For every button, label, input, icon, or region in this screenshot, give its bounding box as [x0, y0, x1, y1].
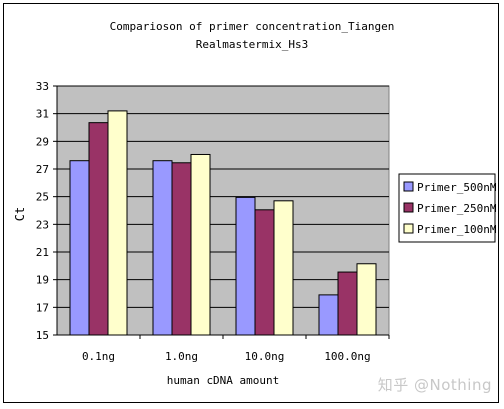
x-axis-label: human cDNA amount — [167, 374, 280, 387]
bar-primer-500nm-100-0ng — [318, 294, 339, 336]
legend-label-primer-100nm: Primer_100nM — [417, 223, 497, 236]
y-tick-label: 17 — [36, 301, 49, 314]
y-axis-label: Ct — [13, 207, 27, 221]
y-tick-label: 21 — [36, 246, 49, 259]
x-tick-label: 0.1ng — [82, 350, 115, 363]
y-tick-label: 29 — [36, 135, 49, 148]
y-tick-label: 19 — [36, 274, 49, 287]
chart-title-line-2: Realmastermix_Hs3 — [196, 38, 309, 51]
y-tick-label: 33 — [36, 80, 49, 93]
bar-primer-100nm-10-0ng — [273, 200, 294, 336]
legend-swatch-primer-250nm — [403, 202, 414, 213]
bar-primer-250nm-0-1ng — [88, 122, 109, 336]
chart-frame: Comparioson of primer concentration_Tian… — [3, 3, 499, 403]
legend-label-primer-500nm: Primer_500nM — [417, 181, 497, 194]
bar-primer-100nm-100-0ng — [356, 263, 377, 336]
y-tick-label: 27 — [36, 163, 49, 176]
bar-primer-100nm-0-1ng — [107, 110, 128, 336]
bar-primer-100nm-1-0ng — [190, 153, 211, 336]
y-tick-label: 31 — [36, 108, 49, 121]
y-tick-label: 23 — [36, 218, 49, 231]
bar-primer-500nm-1-0ng — [152, 160, 173, 336]
bar-primer-250nm-100-0ng — [337, 271, 358, 336]
chart-title-line-1: Comparioson of primer concentration_Tian… — [110, 20, 395, 33]
bar-primer-500nm-0-1ng — [69, 160, 90, 336]
watermark-text: 知乎 @Nothing — [377, 376, 492, 394]
bar-chart: Comparioson of primer concentration_Tian… — [13, 20, 497, 387]
bar-primer-250nm-10-0ng — [254, 209, 275, 336]
bar-primer-250nm-1-0ng — [171, 162, 192, 336]
bar-primer-500nm-10-0ng — [235, 196, 256, 336]
y-tick-label: 25 — [36, 191, 49, 204]
x-tick-label: 10.0ng — [245, 350, 285, 363]
legend-box — [398, 173, 496, 243]
x-tick-label: 100.0ng — [324, 350, 370, 363]
legend-swatch-primer-100nm — [403, 223, 414, 234]
x-tick-label: 1.0ng — [165, 350, 198, 363]
legend-label-primer-250nm: Primer_250nM — [417, 202, 497, 215]
legend-swatch-primer-500nm — [403, 181, 414, 192]
y-tick-label: 15 — [36, 329, 49, 342]
